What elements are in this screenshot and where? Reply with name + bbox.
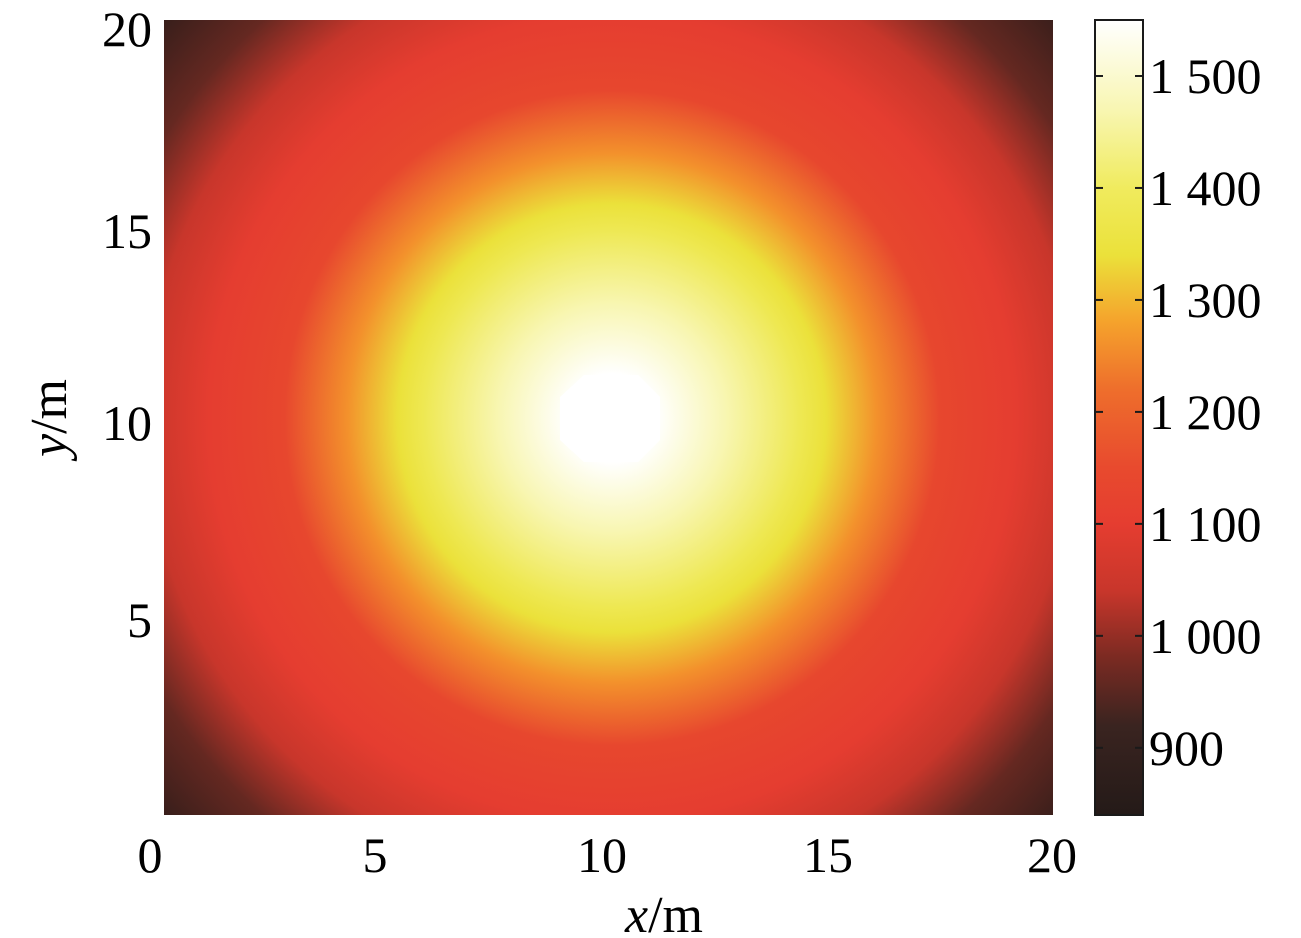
y-tick-label: 20 [102, 1, 152, 57]
x-tick-label: 15 [803, 827, 853, 883]
y-axis-label: y/m [21, 379, 78, 462]
y-tick-label: 10 [102, 395, 152, 451]
x-tick-label: 10 [577, 827, 627, 883]
x-tick-label: 5 [363, 827, 388, 883]
x-axis-label: x/m [624, 887, 703, 938]
colorbar: 900 1 000 1 100 1 200 1 300 1 400 1 500 [1094, 19, 1262, 816]
y-axis: 5 10 15 20 y/m [21, 1, 152, 648]
colorbar-tick-label: 1 000 [1149, 608, 1262, 664]
colorbar-tick-label: 1 500 [1149, 48, 1262, 104]
colorbar-tick-label: 900 [1149, 720, 1224, 776]
colorbar-scale [1095, 20, 1143, 815]
x-tick-label: 20 [1027, 827, 1077, 883]
colorbar-tick-label: 1 300 [1149, 272, 1262, 328]
colorbar-tick-label: 1 100 [1149, 496, 1262, 552]
x-axis: 0 5 10 15 20 x/m [138, 827, 1078, 938]
plot-area [164, 20, 1053, 815]
y-tick-label: 5 [127, 592, 152, 648]
colorbar-border [1094, 19, 1144, 816]
heatmap-peak [560, 375, 660, 462]
y-tick-label: 15 [102, 203, 152, 259]
colorbar-tick-label: 1 200 [1149, 384, 1262, 440]
colorbar-tick-label: 1 400 [1149, 160, 1262, 216]
x-tick-label: 0 [138, 827, 163, 883]
